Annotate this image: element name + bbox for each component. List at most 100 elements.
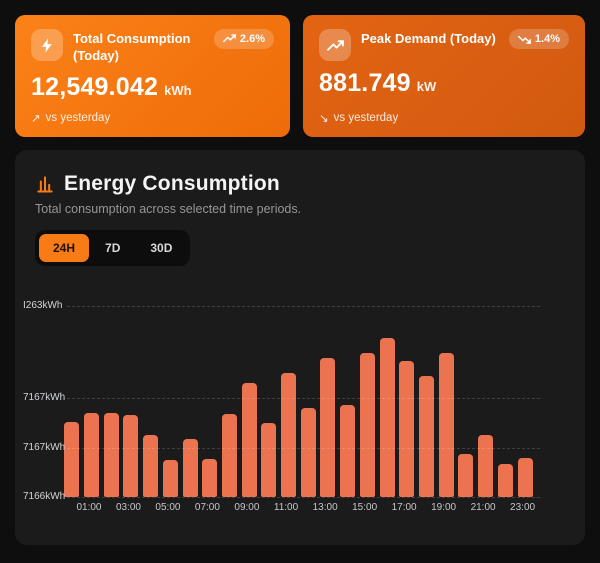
bar-cell	[436, 353, 456, 497]
tab-30d[interactable]: 30D	[136, 234, 186, 262]
x-axis-tick: 19:00	[431, 502, 457, 513]
x-axis-tick: 01:00	[76, 502, 102, 513]
bar-cell	[239, 383, 259, 497]
x-tick-cell: 19:00	[431, 502, 456, 513]
bar[interactable]	[300, 408, 316, 497]
x-axis-tick: 07:00	[194, 502, 220, 513]
bar[interactable]	[438, 353, 454, 497]
bar[interactable]	[103, 413, 119, 497]
bar[interactable]	[261, 423, 277, 497]
time-range-tabs: 24H 7D 30D	[35, 230, 191, 266]
trend-badge: 1.4%	[508, 29, 569, 49]
gridline	[67, 497, 540, 498]
bar[interactable]	[84, 413, 100, 497]
bar-chart: 01:00 03:00 05:00 07:00 09:00 11:00 13:00 15:00…	[23, 294, 570, 520]
x-tick-cell: 05:00	[155, 502, 180, 513]
bar[interactable]	[143, 435, 159, 497]
energy-consumption-panel: Energy Consumption Total consumption acr…	[15, 150, 585, 545]
x-axis-labels: 01:00 03:00 05:00 07:00 09:00 11:00 13:00 15:00…	[62, 502, 535, 513]
bar[interactable]	[419, 376, 434, 497]
x-axis-tick: 21:00	[470, 502, 496, 513]
bar-cell	[515, 458, 535, 497]
x-axis-tick: 17:00	[391, 502, 417, 513]
gridline	[67, 398, 540, 399]
bar[interactable]	[478, 435, 494, 497]
zap-icon	[31, 29, 63, 61]
x-tick-cell	[180, 502, 194, 513]
bar-cell	[82, 413, 102, 497]
card-footer: ↘ vs yesterday	[319, 111, 569, 125]
x-axis-tick: 23:00	[510, 502, 536, 513]
card-header: Total Consumption (Today) 2.6%	[31, 29, 274, 65]
x-tick-cell	[417, 502, 431, 513]
bar[interactable]	[340, 405, 356, 497]
x-tick-cell: 15:00	[352, 502, 377, 513]
x-axis-tick: 11:00	[273, 502, 299, 513]
bar-cell	[180, 439, 200, 497]
bar[interactable]	[182, 439, 198, 497]
bar[interactable]	[458, 454, 474, 497]
y-axis-tick: 7166kWh	[23, 491, 66, 502]
bar[interactable]	[281, 373, 297, 497]
bar-cell	[62, 422, 82, 497]
trend-badge: 2.6%	[213, 29, 274, 49]
card-title: Total Consumption (Today)	[73, 31, 191, 63]
badge-value: 2.6%	[239, 33, 265, 45]
bar[interactable]	[162, 460, 178, 497]
bar-cell	[279, 373, 299, 497]
arrow-down-right-icon: ↘	[319, 113, 329, 125]
card-title: Peak Demand (Today)	[361, 31, 496, 46]
x-tick-cell: 01:00	[76, 502, 101, 513]
bar[interactable]	[221, 414, 237, 497]
x-tick-cell	[377, 502, 391, 513]
x-axis-tick: 15:00	[352, 502, 378, 513]
bar[interactable]	[497, 464, 513, 497]
x-tick-cell	[298, 502, 312, 513]
bar[interactable]	[64, 422, 80, 497]
x-axis-tick: 05:00	[155, 502, 181, 513]
x-tick-cell	[62, 502, 76, 513]
panel-subtitle: Total consumption across selected time p…	[35, 202, 302, 216]
bar-cell	[121, 415, 141, 497]
tab-24h[interactable]: 24H	[39, 234, 90, 262]
y-axis-tick: I263kWh	[23, 300, 63, 311]
gridline	[67, 448, 540, 449]
bar-cell	[161, 460, 181, 497]
footer-label: vs yesterday	[333, 112, 399, 124]
bar-cell	[476, 435, 496, 497]
bar-cell	[495, 464, 515, 497]
arrow-up-right-icon: ↗	[31, 113, 41, 125]
bars-area	[62, 306, 535, 497]
bar-cell	[200, 459, 220, 497]
bar[interactable]	[359, 353, 375, 497]
card-unit: kW	[416, 79, 437, 94]
card-value-row: 12,549.042 kWh	[31, 73, 274, 102]
bar-cell	[417, 376, 437, 497]
trending-up-icon	[223, 34, 236, 44]
card-value-row: 881.749 kW	[319, 69, 569, 98]
card-footer: ↗ vs yesterday	[31, 111, 274, 125]
y-axis-tick: 7167kWh	[23, 442, 66, 453]
bar-cell	[358, 353, 378, 497]
card-value: 881.749	[319, 69, 411, 97]
bar[interactable]	[202, 459, 218, 497]
bar-cell	[259, 423, 279, 497]
x-tick-cell: 11:00	[274, 502, 298, 513]
bar[interactable]	[123, 415, 139, 497]
badge-value: 1.4%	[534, 33, 560, 45]
bar[interactable]	[517, 458, 533, 497]
bar[interactable]	[320, 358, 336, 497]
bar-cell	[141, 435, 161, 497]
bar[interactable]	[379, 338, 395, 497]
trending-down-icon	[518, 34, 531, 44]
y-axis-tick: 7167kWh	[23, 392, 66, 403]
bar-cell	[456, 454, 476, 497]
gridline	[67, 306, 540, 307]
card-unit: kWh	[164, 82, 192, 98]
tab-7d[interactable]: 7D	[91, 234, 134, 262]
bar[interactable]	[241, 383, 257, 497]
card-value: 12,549.042	[31, 72, 159, 101]
panel-header: Energy Consumption	[15, 172, 585, 196]
x-tick-cell: 09:00	[234, 502, 259, 513]
bar[interactable]	[399, 361, 415, 497]
